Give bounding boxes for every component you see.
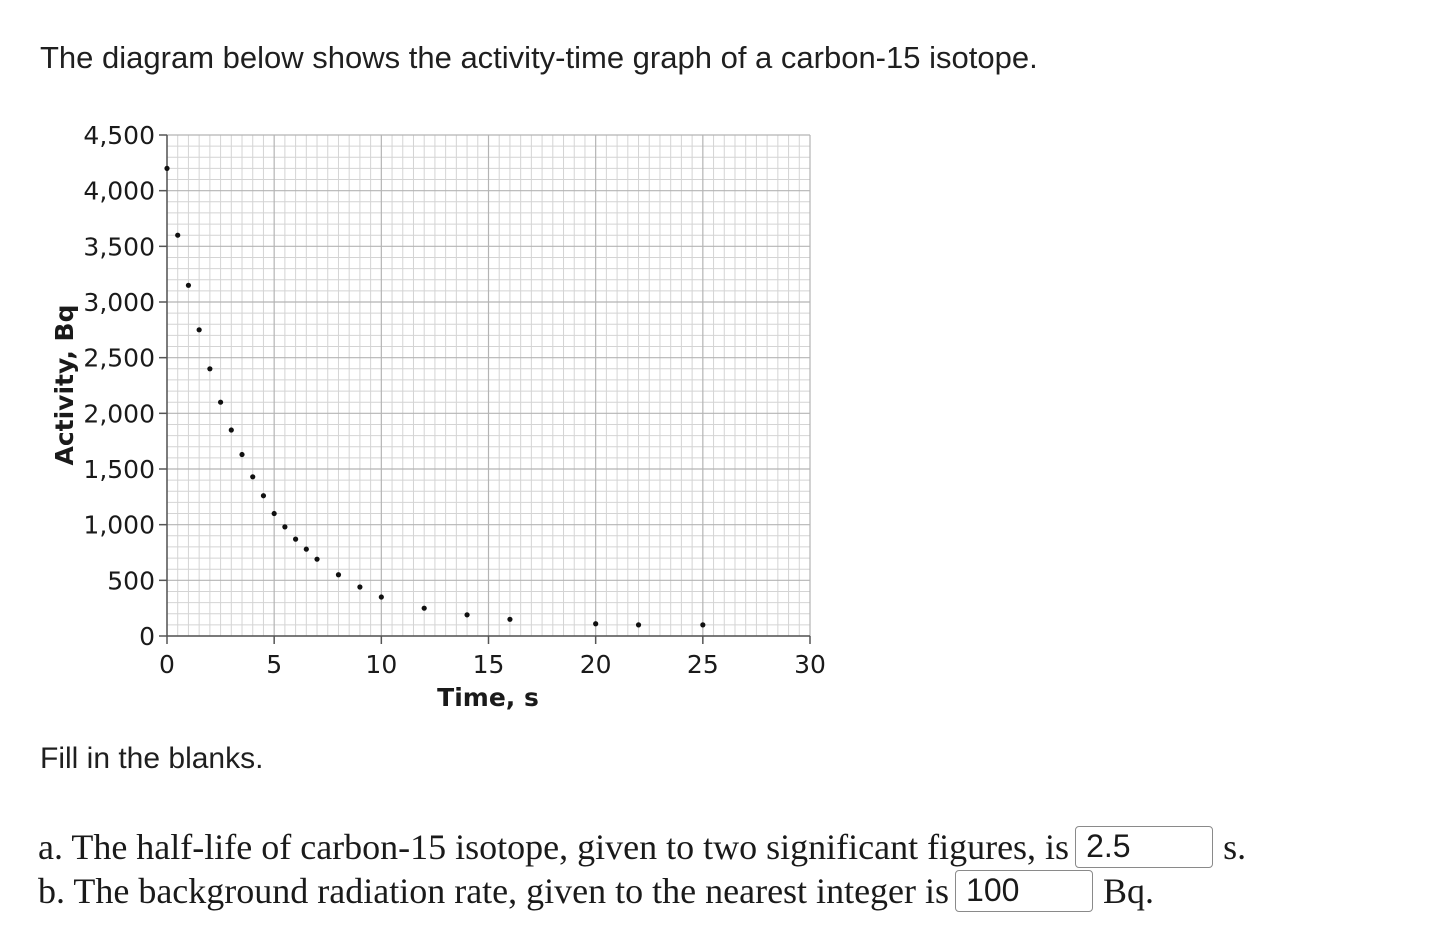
x-tick-label: 5 <box>266 650 282 679</box>
data-point <box>196 327 202 333</box>
y-tick-label: 4,000 <box>83 177 155 206</box>
data-point <box>282 524 288 530</box>
y-tick-label: 4,500 <box>83 121 155 150</box>
y-tick-label: 3,500 <box>83 232 155 261</box>
data-point <box>293 536 299 542</box>
data-point <box>250 474 256 480</box>
data-point <box>635 622 642 628</box>
data-point <box>260 493 267 499</box>
data-point <box>217 399 224 405</box>
intro-text: The diagram below shows the activity-tim… <box>40 40 1038 75</box>
data-point <box>303 546 309 552</box>
y-tick-label: 0 <box>139 622 155 651</box>
question-a-text: a. The half-life of carbon-15 isotope, g… <box>38 827 1070 867</box>
data-point <box>314 556 320 562</box>
data-point <box>700 622 706 628</box>
x-tick-label: 30 <box>794 650 826 679</box>
data-point <box>335 572 342 578</box>
data-point <box>185 282 192 288</box>
y-axis-ticks: 0 500 1,000 1,500 2,000 2,500 3,000 3,500 4,000 4… <box>83 121 167 651</box>
half-life-answer-field[interactable]: 2.5 <box>1075 826 1214 868</box>
x-axis-ticks: 0 5 10 15 20 25 30 <box>159 636 826 679</box>
data-point <box>271 510 277 517</box>
data-point <box>228 427 234 433</box>
question-a-unit: s. <box>1223 827 1247 867</box>
x-tick-label: 15 <box>473 650 505 679</box>
y-tick-label: 3,000 <box>83 288 155 317</box>
x-tick-label: 10 <box>365 650 397 679</box>
data-point <box>378 594 384 600</box>
question-b-text: b. The background radiation rate, given … <box>38 871 950 911</box>
data-point <box>207 366 213 372</box>
x-tick-label: 25 <box>687 650 719 679</box>
y-tick-label: 1,500 <box>83 455 155 484</box>
x-axis-label: Time, s <box>437 683 539 712</box>
fill-in-blanks-text: Fill in the blanks. <box>40 742 264 775</box>
data-point <box>357 584 363 590</box>
activity-time-chart: 0 500 1,000 1,500 2,000 2,500 3,000 3,500 4,000 4… <box>50 121 826 712</box>
data-point <box>464 612 470 618</box>
question-a: a. The half-life of carbon-15 isotope, g… <box>38 826 1246 868</box>
y-tick-label: 2,000 <box>83 399 155 428</box>
data-point <box>175 232 181 238</box>
y-tick-label: 1,000 <box>83 511 155 540</box>
data-point <box>593 621 599 627</box>
data-point <box>164 165 170 171</box>
background-rate-answer-field[interactable]: 100 <box>955 870 1094 912</box>
y-axis-label: Activity, Bq <box>50 304 79 465</box>
question-b: b. The background radiation rate, given … <box>38 870 1154 912</box>
y-tick-label: 500 <box>107 566 155 595</box>
data-point <box>507 616 513 622</box>
x-tick-label: 20 <box>580 650 612 679</box>
data-point <box>239 451 245 458</box>
question-b-unit: Bq. <box>1103 871 1155 911</box>
y-tick-label: 2,500 <box>83 344 155 373</box>
data-points <box>164 165 706 628</box>
x-tick-label: 0 <box>159 650 175 679</box>
data-point <box>421 605 427 611</box>
